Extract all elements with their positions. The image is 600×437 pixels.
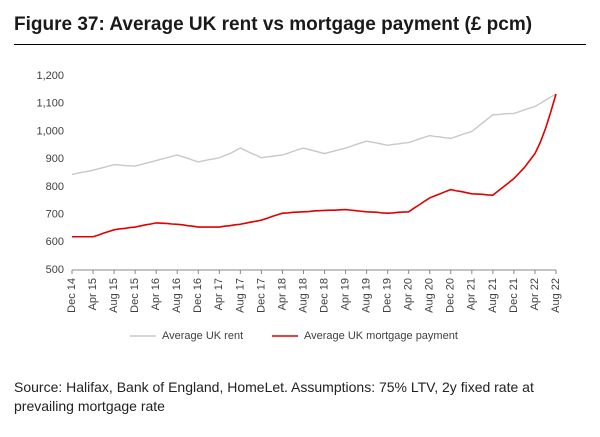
y-tick-label: 1,200 [36,70,64,82]
series-line [71,93,557,176]
x-tick-label: Apr 17 [213,278,225,310]
x-tick-label: Aug 21 [487,278,499,313]
chart-title: Figure 37: Average UK rent vs mortgage p… [14,14,533,35]
x-tick-label: Apr 21 [466,278,478,310]
x-tick-label: Dec 17 [255,278,267,313]
x-tick-label: Aug 17 [234,278,246,313]
x-tick-label: Dec 14 [66,278,78,313]
x-tick-label: Dec 18 [318,278,330,313]
x-tick-label: Apr 19 [339,278,351,310]
x-tick-label: Apr 18 [276,278,288,310]
y-tick-label: 700 [46,208,64,220]
x-tick-label: Aug 19 [361,278,373,313]
chart: 500 600 700 800 900 1,000 1,100 1,200 Dec 14 Apr … [36,70,562,342]
series-line [72,93,557,238]
x-tick-label: Apr 20 [403,278,415,310]
legend-label: Average UK mortgage payment [304,330,458,342]
x-tick-label: Aug 15 [108,278,120,313]
x-tick-label: Dec 15 [129,278,141,313]
x-tick-label: Dec 16 [192,278,204,313]
y-tick-label: 800 [46,181,64,193]
title-rule [14,44,586,45]
y-tick-label: 1,000 [36,125,64,137]
y-tick-label: 600 [46,236,64,248]
legend-label: Average UK rent [162,330,243,342]
x-tick-label: Apr 15 [87,278,99,310]
x-tick-label: Apr 16 [150,278,162,310]
y-tick-label: 900 [46,153,64,165]
x-tick-label: Apr 22 [529,278,541,310]
x-tick-label: Aug 20 [424,278,436,313]
source-note: Source: Halifax, Bank of England, HomeLe… [14,379,534,414]
y-tick-label: 500 [46,264,64,276]
x-tick-label: Dec 20 [445,278,457,313]
x-tick-label: Dec 21 [508,278,520,313]
x-tick-label: Aug 16 [171,278,183,313]
x-tick-label: Aug 18 [297,278,309,313]
x-tick-label: Aug 22 [550,278,562,313]
x-tick-label: Dec 19 [382,278,394,313]
y-tick-label: 1,100 [36,98,64,110]
